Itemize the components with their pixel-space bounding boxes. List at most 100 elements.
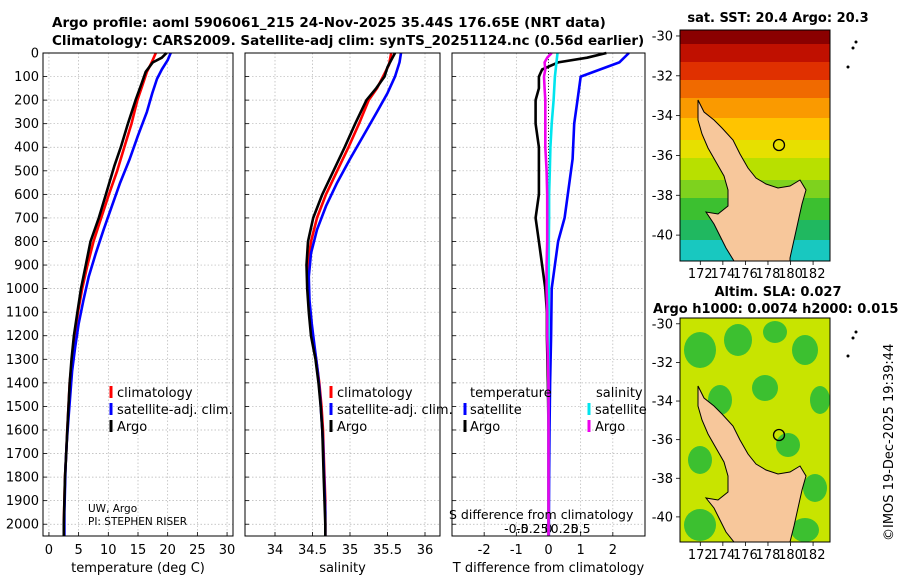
s-tick-label: 0.25 bbox=[551, 521, 579, 536]
y-tick-label: 500 bbox=[14, 164, 39, 179]
legend-label-argo: Argo bbox=[117, 420, 147, 435]
plot-frame bbox=[451, 52, 646, 537]
legend-label-climatology: climatology bbox=[117, 386, 193, 401]
y-tick-label: 1400 bbox=[6, 376, 39, 391]
map-x-tick-label: 172 bbox=[688, 267, 713, 282]
legend-label-s-argo: Argo bbox=[595, 420, 625, 435]
sst-map-title: sat. SST: 20.4 Argo: 20.3 bbox=[687, 11, 868, 26]
argo-position-marker bbox=[772, 138, 786, 152]
series-argo bbox=[62, 52, 168, 536]
y-tick-label: 400 bbox=[14, 141, 39, 156]
s-tick-label: 0.5 bbox=[571, 521, 591, 536]
x-tick-label: 15 bbox=[130, 543, 147, 558]
legend-label-t-satellite: satellite bbox=[470, 403, 522, 418]
map-x-tick-label: 182 bbox=[801, 548, 826, 563]
sla-map-title-line-2: Argo h1000: 0.0074 h2000: 0.015 bbox=[653, 302, 898, 317]
y-tick-label: 700 bbox=[14, 211, 39, 226]
legend-label-satellite: satellite-adj. clim. bbox=[117, 403, 233, 418]
island-dot bbox=[854, 330, 858, 334]
map-y-tick-label: -34 bbox=[652, 395, 673, 410]
x-tick-label: 34.5 bbox=[298, 543, 327, 558]
series-argo bbox=[305, 52, 397, 536]
y-tick-label: 1500 bbox=[6, 400, 39, 415]
temperature-axis-label: temperature (deg C) bbox=[71, 561, 205, 576]
argo-position-marker bbox=[772, 428, 786, 442]
y-tick-label: 1200 bbox=[6, 329, 39, 344]
x-tick-label: 2 bbox=[609, 543, 617, 558]
map-y-tick-label: -38 bbox=[652, 189, 673, 204]
s-tick-label: -0.25 bbox=[516, 521, 548, 536]
island-dot bbox=[846, 65, 850, 69]
y-tick-label: 1700 bbox=[6, 447, 39, 462]
y-tick-label: 1900 bbox=[6, 494, 39, 509]
map-y-tick-label: -34 bbox=[652, 109, 673, 124]
x-tick-label: 35.5 bbox=[373, 543, 402, 558]
title-line-2: Climatology: CARS2009. Satellite-adj cli… bbox=[52, 33, 644, 49]
sst-map bbox=[679, 29, 858, 262]
legend-label-satellite: satellite-adj. clim. bbox=[337, 403, 453, 418]
island-dot bbox=[854, 40, 858, 44]
x-tick-label: 25 bbox=[189, 543, 206, 558]
y-tick-label: 1000 bbox=[6, 282, 39, 297]
temperature-panel: 0100200300400500600700800900100011001200… bbox=[6, 47, 235, 577]
x-tick-label: 36 bbox=[417, 543, 434, 558]
map-y-tick-label: -38 bbox=[652, 472, 673, 487]
map-x-tick-label: 174 bbox=[710, 548, 735, 563]
map-y-tick-label: -30 bbox=[652, 29, 673, 44]
x-tick-label: 35 bbox=[342, 543, 359, 558]
x-tick-label: 0 bbox=[544, 543, 552, 558]
y-tick-label: 0 bbox=[31, 47, 39, 62]
x-tick-label: 1 bbox=[577, 543, 585, 558]
legend-label-s-satellite: satellite bbox=[595, 403, 647, 418]
plot-frame bbox=[42, 52, 234, 537]
map-y-tick-label: -40 bbox=[652, 510, 673, 525]
new-zealand-landmass bbox=[697, 99, 807, 261]
pi-note-line-1: UW, Argo bbox=[88, 503, 137, 515]
legend-title-temperature: temperature bbox=[470, 386, 552, 401]
map-y-tick-label: -40 bbox=[652, 229, 673, 244]
y-tick-label: 1100 bbox=[6, 306, 39, 321]
map-y-tick-label: -32 bbox=[652, 356, 673, 371]
salinity-panel: 34 34.5 35 35.5 36 salinity bbox=[244, 52, 441, 576]
legend-title-salinity: salinity bbox=[596, 386, 643, 401]
s-tick-label: -0.5 bbox=[504, 521, 528, 536]
y-tick-label: 900 bbox=[14, 259, 39, 274]
t-difference-axis-label: T difference from climatology bbox=[452, 561, 645, 576]
pi-note-line-2: PI: STEPHEN RISER bbox=[88, 516, 187, 528]
sla-map bbox=[679, 317, 858, 543]
map-y-tick-label: -36 bbox=[652, 433, 673, 448]
y-tick-label: 1600 bbox=[6, 423, 39, 438]
x-tick-label: -1 bbox=[510, 543, 523, 558]
salinity-legend: climatology satellite-adj. clim. Argo bbox=[329, 386, 453, 435]
map-x-tick-label: 176 bbox=[733, 267, 758, 282]
imos-credit: ©IMOS 19-Dec-2025 19:39:44 bbox=[882, 344, 897, 541]
map-x-tick-label: 176 bbox=[733, 548, 758, 563]
map-x-tick-label: 182 bbox=[801, 267, 826, 282]
island-dot bbox=[846, 354, 850, 358]
series-s-argo bbox=[542, 52, 553, 536]
x-tick-label: 10 bbox=[100, 543, 117, 558]
x-tick-label: -2 bbox=[478, 543, 491, 558]
island-dot bbox=[851, 46, 855, 50]
map-x-tick-label: 178 bbox=[756, 548, 781, 563]
island-dot bbox=[851, 336, 855, 340]
x-tick-label: 30 bbox=[219, 543, 236, 558]
x-tick-label: 0 bbox=[45, 543, 53, 558]
title-line-1: Argo profile: aoml 5906061_215 24-Nov-20… bbox=[52, 15, 606, 31]
y-tick-label: 1800 bbox=[6, 471, 39, 486]
y-tick-label: 200 bbox=[14, 94, 39, 109]
x-tick-label: 5 bbox=[74, 543, 82, 558]
y-tick-label: 100 bbox=[14, 70, 39, 85]
map-x-tick-label: 180 bbox=[778, 548, 803, 563]
x-tick-label: 20 bbox=[159, 543, 176, 558]
map-x-tick-label: 178 bbox=[756, 267, 781, 282]
y-tick-label: 300 bbox=[14, 117, 39, 132]
legend-label-t-argo: Argo bbox=[470, 420, 500, 435]
new-zealand-landmass bbox=[697, 385, 807, 542]
legend-label-climatology: climatology bbox=[337, 386, 413, 401]
map-y-tick-label: -36 bbox=[652, 149, 673, 164]
map-y-tick-label: -32 bbox=[652, 69, 673, 84]
y-tick-label: 1300 bbox=[6, 353, 39, 368]
